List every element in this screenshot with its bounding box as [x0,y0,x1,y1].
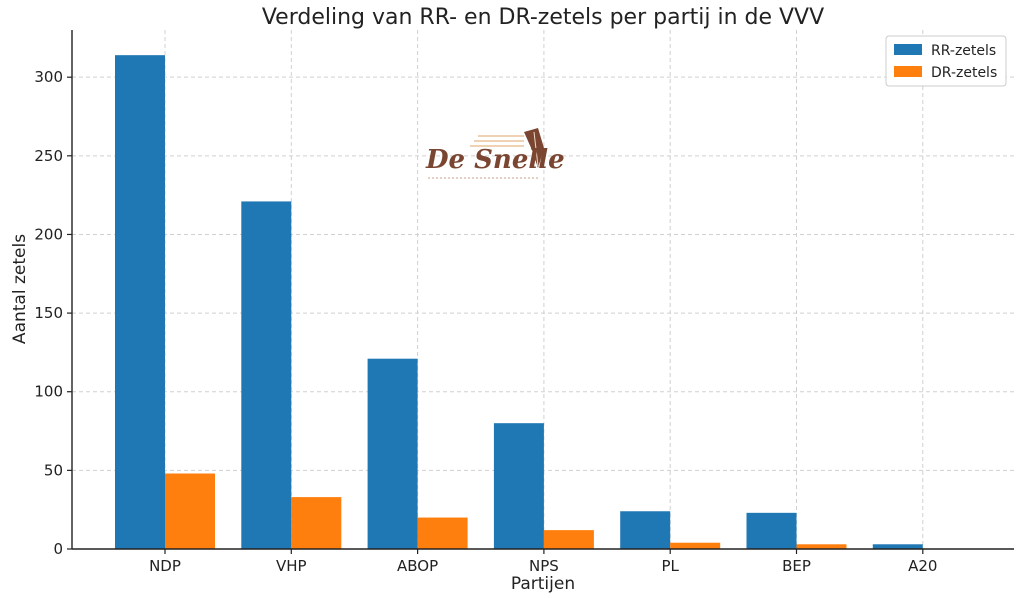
bar-dr-nps [543,530,594,549]
bar-dr-vhp [291,497,342,549]
x-tick-label: A20 [908,557,937,575]
bar-rr-abop [367,358,418,549]
legend-label-dr: DR-zetels [931,65,997,81]
bar-rr-pl [620,511,671,549]
x-tick-label: VHP [276,557,307,575]
y-tick-label: 300 [34,68,63,86]
grid-lines [72,30,1014,549]
watermark-text: De Snelle [425,145,565,175]
y-tick-label: 50 [44,461,63,479]
bar-dr-bep [796,544,847,549]
bar-dr-ndp [165,473,215,549]
x-tick-label: NPS [529,557,559,575]
axes [71,30,1014,550]
legend: RR-zetels DR-zetels [885,35,1007,87]
bar-rr-a20 [872,544,923,549]
bar-dr-pl [670,542,721,549]
y-axis-label: Aantal zetels [10,234,30,344]
x-tick-label: NDP [149,557,181,575]
bar-rr-bep [746,512,797,549]
bars [115,55,923,549]
y-tick-label: 100 [34,383,63,401]
legend-label-rr: RR-zetels [931,43,996,59]
y-tick-label: 250 [34,147,63,165]
quill-pen-icon [524,128,544,168]
watermark-logo: De Snelle [425,128,565,179]
y-tick-label: 150 [34,304,63,322]
chart-title: Verdeling van RR- en DR-zetels per parti… [262,5,824,30]
y-ticks: 0 50 100 150 200 250 300 [34,68,72,558]
bar-rr-nps [493,423,544,549]
x-tick-label: PL [661,557,679,575]
legend-swatch-dr [894,66,922,77]
y-tick-label: 200 [34,225,63,243]
bar-dr-abop [417,517,468,549]
x-ticks: NDP VHP ABOP NPS PL BEP A20 [149,549,937,575]
bar-rr-vhp [241,201,292,549]
x-tick-label: ABOP [397,557,438,575]
x-tick-label: BEP [782,557,811,575]
x-axis-label: Partijen [511,574,575,594]
legend-swatch-rr [894,44,922,55]
y-tick-label: 0 [53,540,63,558]
bar-rr-ndp [115,55,165,549]
